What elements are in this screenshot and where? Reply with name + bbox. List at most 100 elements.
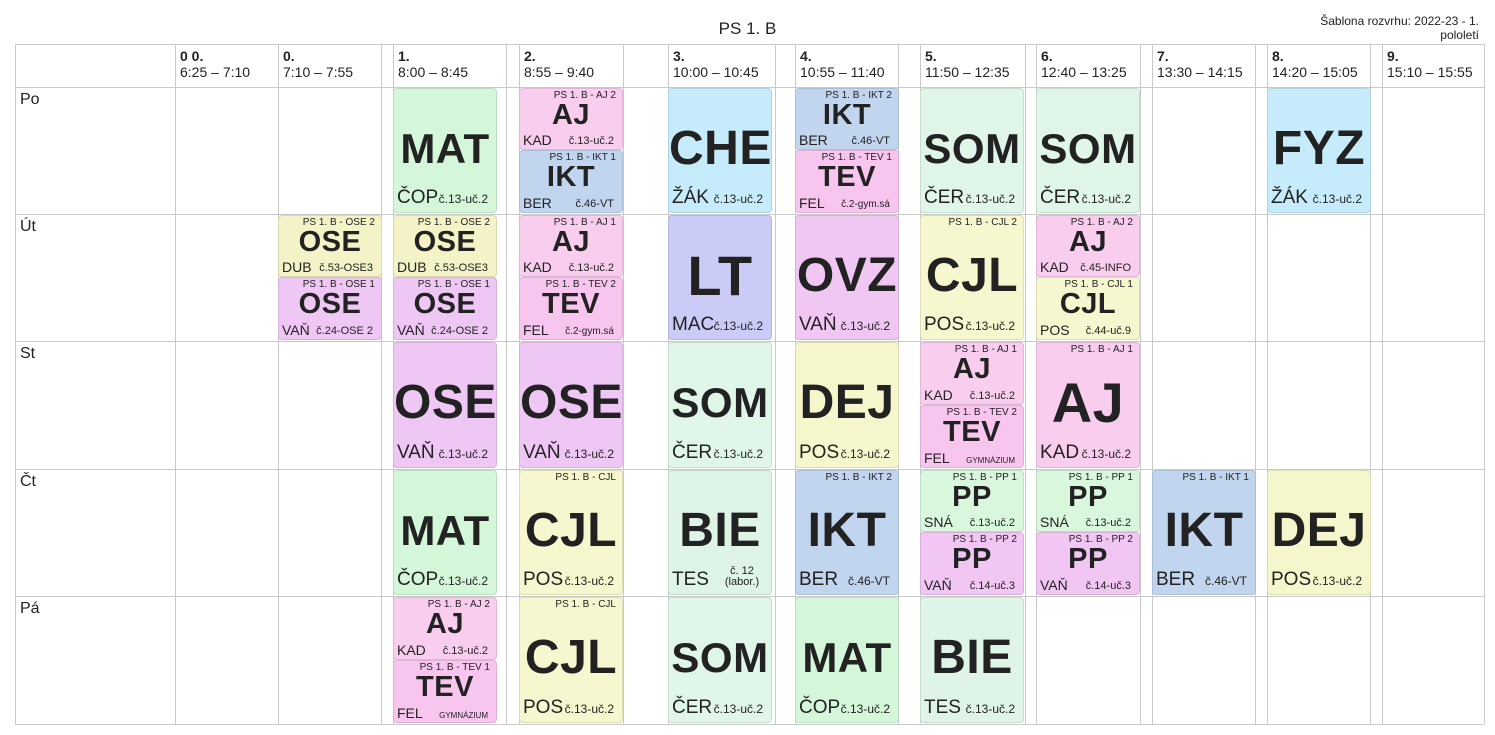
lesson-card[interactable]: PS 1. B - PP 1 PP SNÁ č.13-uč.2 bbox=[1036, 470, 1140, 532]
lesson-teacher: ČER bbox=[1040, 187, 1081, 208]
lesson-subject: CHE bbox=[669, 122, 772, 175]
lesson-group: PS 1. B - IKT 2 bbox=[825, 90, 892, 101]
lesson-room: č.44-uč.9 bbox=[1085, 325, 1131, 337]
lesson-room: č.13-uč.2 bbox=[1312, 574, 1362, 588]
lesson-teacher: VAŇ bbox=[282, 322, 310, 338]
lesson-card[interactable]: MAT ČOP č.13-uč.2 bbox=[393, 470, 497, 595]
grid-hline bbox=[15, 341, 1484, 342]
grid-vline bbox=[381, 44, 382, 724]
grid-hline bbox=[15, 724, 1484, 725]
lesson-card[interactable]: PS 1. B - OSE 1 OSE VAŇ č.24-OSE 2 bbox=[393, 277, 497, 340]
lesson-card[interactable]: PS 1. B - TEV 2 TEV FEL GYMNÁZIUM bbox=[920, 405, 1024, 468]
lesson-card[interactable]: PS 1. B - OSE 2 OSE DUB č.53-OSE3 bbox=[278, 215, 382, 277]
lesson-card[interactable]: BIE TES č.13-uč.2 bbox=[920, 597, 1024, 723]
lesson-group: PS 1. B - IKT 1 bbox=[1182, 472, 1249, 483]
template-label: Šablona rozvrhu: 2022-23 - 1. pololetí bbox=[1279, 14, 1479, 42]
lesson-room: č.13-uč.2 bbox=[564, 447, 614, 461]
lesson-teacher: KAD bbox=[523, 132, 552, 148]
lesson-subject: AJ bbox=[952, 353, 992, 385]
grid-vline bbox=[175, 44, 176, 724]
lesson-card[interactable]: OSE VAŇ č.13-uč.2 bbox=[519, 342, 623, 468]
lesson-room: č.13-uč.2 bbox=[965, 192, 1015, 206]
lesson-card[interactable]: MAT ČOP č.13-uč.2 bbox=[393, 88, 497, 213]
lesson-teacher: KAD bbox=[1040, 442, 1080, 463]
lesson-card[interactable]: PS 1. B - CJL CJL POS č.13-uč.2 bbox=[519, 597, 623, 723]
lesson-teacher: KAD bbox=[397, 642, 426, 658]
lesson-card[interactable]: PS 1. B - PP 2 PP VAŇ č.14-uč.3 bbox=[1036, 532, 1140, 595]
lesson-card[interactable]: PS 1. B - CJL 1 CJL POS č.44-uč.9 bbox=[1036, 277, 1140, 340]
lesson-room: č.53-OSE3 bbox=[319, 262, 373, 274]
lesson-room: č.24-OSE 2 bbox=[431, 325, 488, 337]
grid-vline bbox=[1152, 44, 1153, 724]
lesson-subject: LT bbox=[687, 244, 753, 307]
lesson-card[interactable]: SOM ČER č.13-uč.2 bbox=[1036, 88, 1140, 213]
lesson-subject: OSE bbox=[413, 226, 477, 258]
lesson-teacher: ČOP bbox=[397, 569, 439, 590]
lesson-room: č. 12 (labor.) bbox=[724, 565, 760, 588]
lesson-room: č.53-OSE3 bbox=[434, 262, 488, 274]
lesson-card[interactable]: PS 1. B - AJ 2 AJ KAD č.13-uč.2 bbox=[393, 597, 497, 660]
lesson-card[interactable]: PS 1. B - IKT 1 IKT BER č.46-VT bbox=[519, 150, 623, 213]
lesson-subject: BIE bbox=[679, 504, 761, 557]
lesson-subject: OVZ bbox=[796, 249, 898, 302]
lesson-teacher: FEL bbox=[799, 195, 825, 211]
period-time: 7:10 – 7:55 bbox=[283, 64, 354, 80]
lesson-subject: IKT bbox=[822, 99, 872, 131]
lesson-card[interactable]: SOM ČER č.13-uč.2 bbox=[668, 597, 772, 723]
grid-hline bbox=[15, 596, 1484, 597]
lesson-subject: MAT bbox=[802, 634, 892, 681]
lesson-card[interactable]: BIE TES č. 12 (labor.) bbox=[668, 470, 772, 595]
lesson-card[interactable]: PS 1. B - OSE 1 OSE VAŇ č.24-OSE 2 bbox=[278, 277, 382, 340]
lesson-subject: PP bbox=[952, 543, 992, 575]
lesson-card[interactable]: PS 1. B - PP 1 PP SNÁ č.13-uč.2 bbox=[920, 470, 1024, 532]
lesson-card[interactable]: PS 1. B - AJ 2 AJ KAD č.13-uč.2 bbox=[519, 88, 623, 150]
lesson-subject: OSE bbox=[298, 288, 362, 320]
lesson-teacher: ČER bbox=[924, 187, 965, 208]
grid-vline bbox=[278, 44, 279, 724]
lesson-card[interactable]: PS 1. B - OSE 2 OSE DUB č.53-OSE3 bbox=[393, 215, 497, 277]
lesson-card[interactable]: PS 1. B - AJ 2 AJ KAD č.45-INFO bbox=[1036, 215, 1140, 277]
lesson-card[interactable]: PS 1. B - AJ 1 AJ KAD č.13-uč.2 bbox=[920, 342, 1024, 405]
lesson-group: PS 1. B - AJ 2 bbox=[553, 90, 616, 101]
lesson-card[interactable]: PS 1. B - IKT 1 IKT BER č.46-VT bbox=[1152, 470, 1256, 595]
period-header: 6. 12:40 – 13:25 bbox=[1041, 48, 1127, 80]
lesson-card[interactable]: CHE ŽÁK č.13-uč.2 bbox=[668, 88, 772, 213]
lesson-room: č.13-uč.2 bbox=[713, 447, 763, 461]
lesson-card[interactable]: FYZ ŽÁK č.13-uč.2 bbox=[1267, 88, 1371, 213]
period-number: 5. bbox=[925, 48, 937, 64]
lesson-card[interactable]: OSE VAŇ č.13-uč.2 bbox=[393, 342, 497, 468]
lesson-card[interactable]: PS 1. B - PP 2 PP VAŇ č.14-uč.3 bbox=[920, 532, 1024, 595]
lesson-card[interactable]: MAT ČOP č.13-uč.2 bbox=[795, 597, 899, 723]
lesson-subject: SOM bbox=[671, 634, 769, 681]
lesson-teacher: DUB bbox=[397, 259, 427, 275]
lesson-room: č.24-OSE 2 bbox=[316, 325, 373, 337]
lesson-card[interactable]: PS 1. B - IKT 2 IKT BER č.46-VT bbox=[795, 88, 899, 150]
lesson-card[interactable]: PS 1. B - TEV 1 TEV FEL GYMNÁZIUM bbox=[393, 660, 497, 723]
lesson-subject: CJL bbox=[925, 249, 1019, 302]
lesson-card[interactable]: LT MAC č.13-uč.2 bbox=[668, 215, 772, 340]
lesson-card[interactable]: PS 1. B - CJL 2 CJL POS č.13-uč.2 bbox=[920, 215, 1024, 340]
lesson-card[interactable]: DEJ POS č.13-uč.2 bbox=[1267, 470, 1371, 595]
lesson-card[interactable]: PS 1. B - CJL CJL POS č.13-uč.2 bbox=[519, 470, 623, 595]
lesson-card[interactable]: PS 1. B - TEV 2 TEV FEL č.2-gym.sá bbox=[519, 277, 623, 340]
lesson-card[interactable]: PS 1. B - TEV 1 TEV FEL č.2-gym.sá bbox=[795, 150, 899, 213]
lesson-card[interactable]: SOM ČER č.13-uč.2 bbox=[668, 342, 772, 468]
lesson-card[interactable]: PS 1. B - IKT 2 IKT BER č.46-VT bbox=[795, 470, 899, 595]
lesson-card[interactable]: PS 1. B - AJ 1 AJ KAD č.13-uč.2 bbox=[1036, 342, 1140, 468]
lesson-subject: OSE bbox=[413, 288, 477, 320]
lesson-group: PS 1. B - PP 2 bbox=[1068, 534, 1133, 545]
lesson-subject: AJ bbox=[551, 99, 591, 131]
lesson-card[interactable]: DEJ POS č.13-uč.2 bbox=[795, 342, 899, 468]
lesson-room: č.13-uč.2 bbox=[568, 135, 614, 147]
lesson-subject: SOM bbox=[923, 125, 1021, 172]
period-time: 11:50 – 12:35 bbox=[925, 64, 1010, 80]
lesson-card[interactable]: SOM ČER č.13-uč.2 bbox=[920, 88, 1024, 213]
lesson-card[interactable]: OVZ VAŇ č.13-uč.2 bbox=[795, 215, 899, 340]
period-header: 9. 15:10 – 15:55 bbox=[1387, 48, 1473, 80]
lesson-card[interactable]: PS 1. B - AJ 1 AJ KAD č.13-uč.2 bbox=[519, 215, 623, 277]
grid-vline bbox=[1255, 44, 1256, 724]
lesson-group: PS 1. B - AJ 2 bbox=[1070, 217, 1133, 228]
period-time: 10:00 – 10:45 bbox=[673, 64, 759, 80]
lesson-teacher: DUB bbox=[282, 259, 312, 275]
lesson-subject: AJ bbox=[551, 226, 591, 258]
